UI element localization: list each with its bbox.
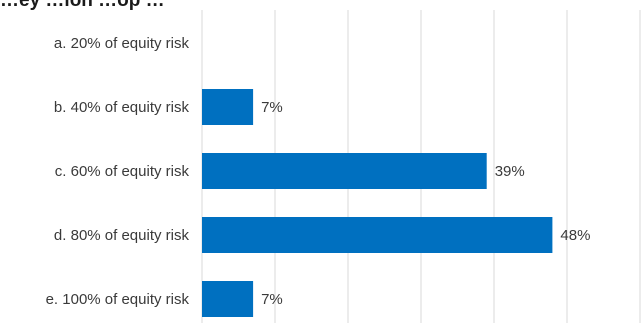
bar [202,89,254,125]
category-label: a. 20% of equity risk [54,35,190,52]
category-label: b. 40% of equity risk [54,99,190,116]
data-label: 7% [261,99,283,116]
data-label: 7% [261,291,283,308]
data-label: 39% [495,163,525,180]
bar [202,281,254,317]
data-label: 48% [560,227,590,244]
bar [202,217,553,253]
bar [202,153,487,189]
category-label: c. 60% of equity risk [55,163,190,180]
chart-title: …ey …ion …op … [0,0,165,10]
category-label: d. 80% of equity risk [54,227,190,244]
category-label: e. 100% of equity risk [46,291,190,308]
